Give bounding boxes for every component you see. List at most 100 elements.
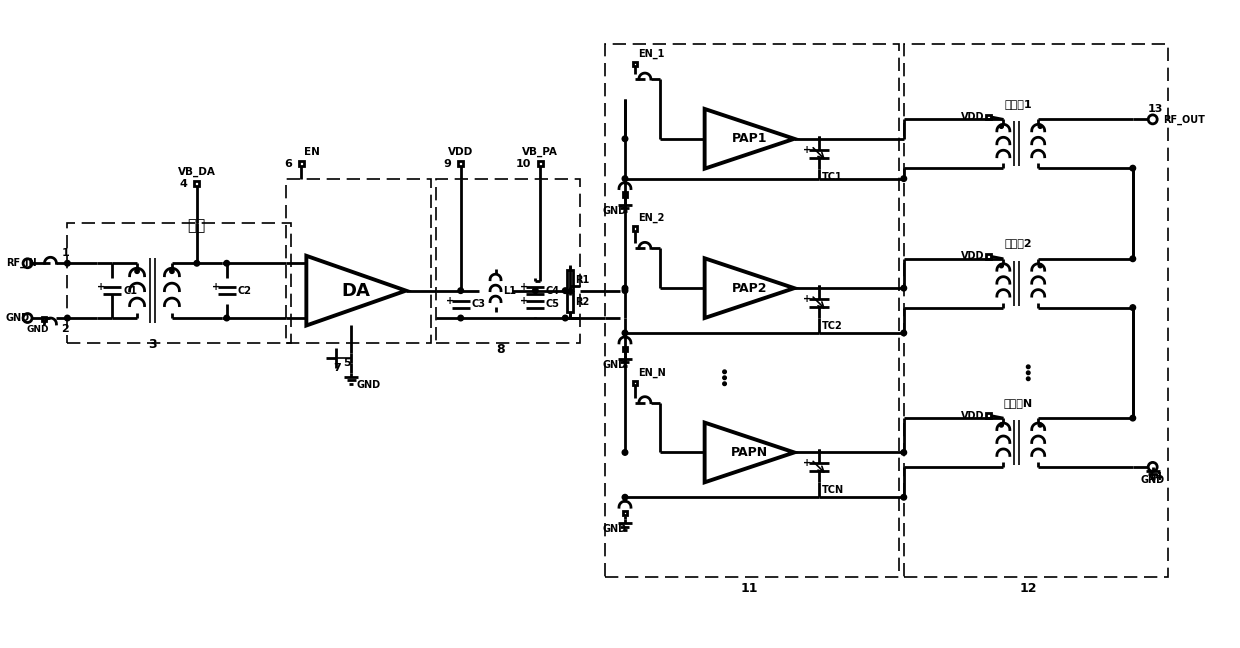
Text: 5: 5: [343, 358, 351, 368]
Text: GND: GND: [603, 524, 627, 534]
Circle shape: [532, 288, 538, 294]
Text: 8: 8: [496, 343, 505, 356]
Text: VDD: VDD: [961, 112, 985, 122]
Circle shape: [901, 330, 906, 336]
Circle shape: [622, 494, 627, 500]
Circle shape: [170, 269, 174, 273]
Text: 7: 7: [334, 363, 341, 373]
Text: TC1: TC1: [822, 172, 843, 181]
Bar: [632, 62, 637, 66]
Circle shape: [458, 315, 464, 321]
Text: VDD: VDD: [961, 251, 985, 261]
Text: 变压器2: 变压器2: [1004, 238, 1032, 248]
Bar: [986, 115, 991, 119]
Text: +: +: [521, 296, 528, 306]
Text: C1: C1: [123, 286, 138, 295]
Text: 变压器1: 变压器1: [1004, 99, 1032, 109]
Text: R2: R2: [575, 297, 590, 307]
Circle shape: [723, 370, 727, 374]
Text: EN_2: EN_2: [637, 213, 665, 224]
Circle shape: [622, 176, 627, 181]
Bar: [632, 380, 637, 385]
Circle shape: [901, 285, 906, 291]
Circle shape: [1027, 377, 1030, 380]
Text: VDD: VDD: [961, 411, 985, 421]
Text: 9: 9: [444, 159, 451, 168]
Bar: [459, 161, 464, 166]
Text: PAP1: PAP1: [732, 132, 768, 145]
Circle shape: [999, 423, 1003, 427]
Text: 巴仓: 巴仓: [187, 218, 206, 233]
Text: C3: C3: [471, 299, 486, 309]
Text: TC2: TC2: [822, 321, 843, 331]
Text: RF_IN: RF_IN: [6, 258, 36, 268]
Text: R1: R1: [575, 275, 590, 284]
Text: DA: DA: [342, 282, 371, 299]
Text: GND: GND: [356, 380, 381, 389]
Text: C2: C2: [238, 286, 252, 295]
Circle shape: [563, 315, 568, 321]
Text: EN: EN: [304, 146, 320, 157]
Circle shape: [224, 260, 229, 266]
Circle shape: [901, 494, 906, 500]
Text: 12: 12: [1019, 582, 1037, 595]
Text: GND: GND: [6, 313, 30, 323]
Text: 变压器N: 变压器N: [1003, 398, 1033, 408]
Circle shape: [135, 269, 139, 273]
Circle shape: [723, 382, 727, 386]
Text: +: +: [804, 458, 811, 469]
Text: +: +: [804, 145, 811, 155]
Circle shape: [622, 285, 627, 291]
Circle shape: [723, 376, 727, 380]
Circle shape: [1038, 423, 1042, 427]
Text: PAP2: PAP2: [732, 282, 768, 295]
Text: GND: GND: [26, 325, 48, 334]
Circle shape: [999, 264, 1003, 268]
Circle shape: [64, 315, 71, 321]
Bar: [986, 254, 991, 259]
Bar: [622, 347, 627, 351]
Circle shape: [563, 288, 568, 294]
Circle shape: [999, 124, 1003, 128]
Text: VDD: VDD: [448, 146, 474, 157]
Text: 10: 10: [516, 159, 532, 168]
Circle shape: [622, 136, 627, 141]
Bar: [299, 161, 304, 166]
Text: 3: 3: [148, 338, 156, 351]
Text: +: +: [212, 282, 219, 292]
Circle shape: [622, 288, 627, 294]
Bar: [67, 224, 291, 343]
Text: L1: L1: [503, 286, 517, 295]
Circle shape: [1038, 124, 1042, 128]
Circle shape: [901, 450, 906, 456]
Text: TCN: TCN: [822, 485, 844, 495]
Text: GND: GND: [1141, 475, 1164, 485]
Bar: [567, 292, 573, 312]
Text: +: +: [97, 282, 105, 292]
Bar: [42, 317, 46, 321]
Bar: [286, 179, 430, 343]
Text: 2: 2: [62, 324, 69, 334]
Circle shape: [1130, 165, 1136, 171]
Circle shape: [1038, 264, 1042, 268]
Text: GND: GND: [603, 360, 627, 370]
Bar: [904, 44, 1168, 577]
Text: 1: 1: [62, 248, 69, 259]
Bar: [986, 413, 991, 418]
Bar: [195, 181, 200, 186]
Circle shape: [1130, 256, 1136, 262]
Text: 4: 4: [180, 179, 188, 189]
Bar: [605, 44, 899, 577]
Text: +: +: [804, 294, 811, 304]
Circle shape: [193, 260, 200, 266]
Text: C4: C4: [546, 286, 559, 295]
Bar: [567, 270, 573, 290]
Text: 11: 11: [740, 582, 758, 595]
Text: VB_PA: VB_PA: [522, 146, 558, 157]
Text: RF_OUT: RF_OUT: [1163, 114, 1204, 124]
Text: C5: C5: [546, 299, 559, 309]
Circle shape: [458, 288, 464, 294]
Circle shape: [1027, 365, 1030, 369]
Circle shape: [64, 260, 71, 266]
Text: GND: GND: [603, 205, 627, 216]
